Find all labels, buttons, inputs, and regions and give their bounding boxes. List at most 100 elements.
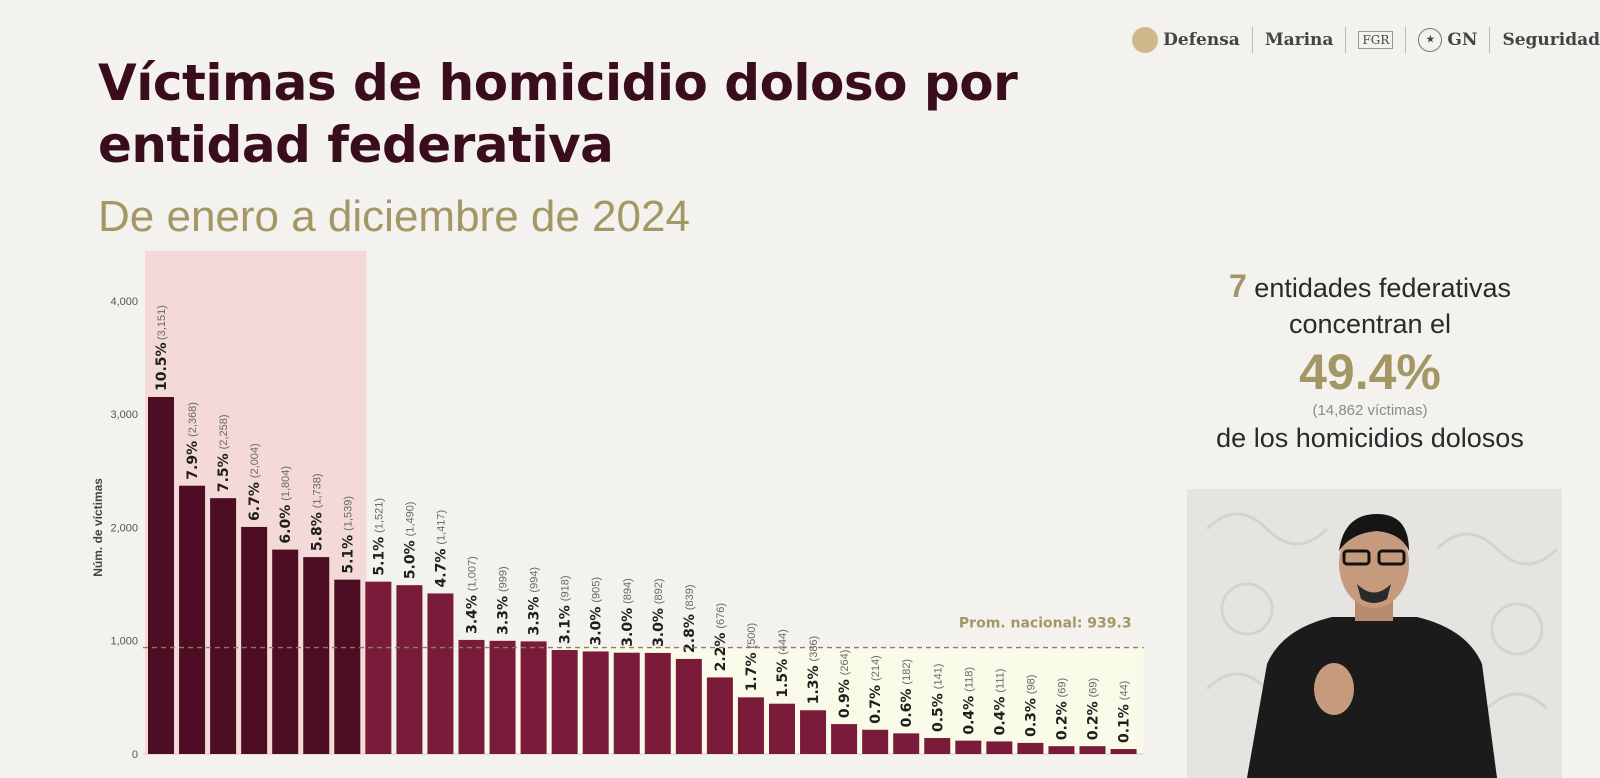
count-label: (2,258): [218, 415, 230, 450]
y-tick-label: 2,000: [110, 522, 138, 534]
percent-label: 10.5%: [154, 342, 170, 391]
bar: [1110, 749, 1137, 754]
bar: [303, 557, 330, 754]
percent-label: 3.0%: [620, 608, 636, 647]
count-label: (386): [808, 636, 820, 662]
y-axis-label: Núm. de víctimas: [91, 478, 105, 577]
bar: [241, 526, 268, 754]
count-label: (1,417): [435, 510, 447, 545]
page-title: Víctimas de homicidio doloso por entidad…: [98, 52, 1098, 176]
bar: [551, 649, 578, 754]
logo-fgr: FGR: [1358, 31, 1394, 49]
count-label: (444): [777, 629, 789, 655]
count-label: (905): [591, 577, 603, 603]
percent-label: 1.3%: [806, 665, 822, 704]
logo-gn: ★ GN: [1418, 28, 1477, 52]
bar: [1079, 746, 1106, 754]
bar: [706, 677, 733, 754]
logo-defensa: Defensa: [1132, 27, 1240, 53]
average-label: Prom. nacional: 939.3: [959, 616, 1132, 632]
count-label: (839): [684, 584, 696, 610]
percent-label: 3.3%: [496, 596, 512, 635]
count-label: (98): [1025, 675, 1037, 695]
bar: [582, 651, 609, 754]
count-label: (999): [498, 566, 510, 592]
count-label: (1,521): [373, 498, 385, 533]
logo-seguridad: Seguridad: [1502, 30, 1600, 50]
summary-line-1-text: entidades federativas: [1246, 273, 1511, 303]
bar: [737, 697, 764, 754]
bar: [210, 498, 237, 754]
percent-label: 5.1%: [340, 535, 356, 574]
bar: [769, 703, 795, 754]
eagle-seal-icon: [1132, 27, 1159, 53]
logo-divider: [1405, 27, 1407, 53]
percent-label: 0.7%: [868, 685, 884, 724]
bar: [955, 740, 982, 754]
percent-label: 2.2%: [713, 633, 729, 672]
page-subtitle: De enero a diciembre de 2024: [98, 192, 690, 241]
bar: [675, 658, 702, 754]
percent-label: 0.4%: [961, 696, 977, 735]
summary-count: 7: [1229, 268, 1247, 304]
bar: [148, 396, 174, 754]
logo-gn-text: GN: [1447, 30, 1478, 50]
bar: [179, 485, 206, 754]
percent-label: 3.3%: [527, 597, 543, 636]
percent-label: 5.1%: [371, 537, 387, 576]
bar: [458, 639, 485, 754]
title-line-1: Víctimas de homicidio doloso por: [98, 54, 1018, 112]
interpreter-icon: [1187, 489, 1562, 778]
bar: [800, 710, 827, 754]
bar: [613, 652, 640, 754]
count-label: (264): [839, 650, 851, 676]
count-label: (918): [560, 576, 572, 602]
count-label: (1,804): [280, 466, 292, 501]
gn-emblem-icon: ★: [1418, 28, 1443, 52]
y-tick-label: 1,000: [110, 636, 138, 648]
percent-label: 0.2%: [1086, 701, 1102, 740]
percent-label: 1.5%: [775, 659, 791, 698]
y-tick-label: 0: [132, 749, 138, 761]
bar: [644, 652, 671, 754]
bar: [862, 729, 889, 754]
percent-label: 5.8%: [309, 512, 325, 551]
count-label: (894): [622, 578, 634, 604]
percent-label: 1.7%: [744, 653, 760, 692]
logo-divider: [1345, 27, 1347, 53]
count-label: (118): [963, 667, 975, 692]
bar: [1048, 746, 1075, 754]
count-label: (1,738): [311, 473, 323, 508]
bar: [396, 585, 423, 754]
summary-line-2: concentran el: [1288, 309, 1452, 339]
percent-label: 0.1%: [1117, 704, 1133, 743]
bar: [831, 724, 858, 754]
y-tick-label: 4,000: [110, 296, 138, 308]
percent-label: 0.9%: [837, 679, 853, 718]
count-label: (69): [1088, 678, 1100, 698]
percent-label: 7.9%: [185, 441, 201, 480]
count-label: (111): [994, 669, 1006, 693]
count-label: (676): [715, 603, 727, 629]
summary-percent: 49.4%: [1299, 344, 1441, 400]
percent-label: 3.1%: [558, 605, 574, 644]
bar: [365, 581, 392, 754]
institution-logos: Defensa Marina FGR ★ GN Seguridad: [1132, 22, 1600, 58]
bar: [986, 741, 1013, 754]
count-label: (1,539): [342, 496, 354, 531]
percent-label: 4.7%: [433, 549, 449, 588]
percent-label: 0.5%: [930, 693, 946, 732]
count-label: (214): [870, 655, 882, 681]
count-label: (3,151): [156, 305, 168, 340]
percent-label: 5.0%: [402, 540, 418, 579]
percent-label: 3.0%: [651, 608, 667, 647]
count-label: (2,368): [187, 402, 199, 437]
percent-label: 3.4%: [465, 595, 481, 634]
count-label: (141): [932, 664, 944, 690]
bar: [334, 579, 361, 754]
summary-panel: 7 entidades federativas concentran el 49…: [1180, 270, 1560, 454]
count-label: (892): [653, 578, 665, 604]
count-label: (500): [746, 623, 758, 649]
percent-label: 0.4%: [992, 697, 1008, 736]
sign-language-interpreter-video: [1187, 489, 1562, 778]
